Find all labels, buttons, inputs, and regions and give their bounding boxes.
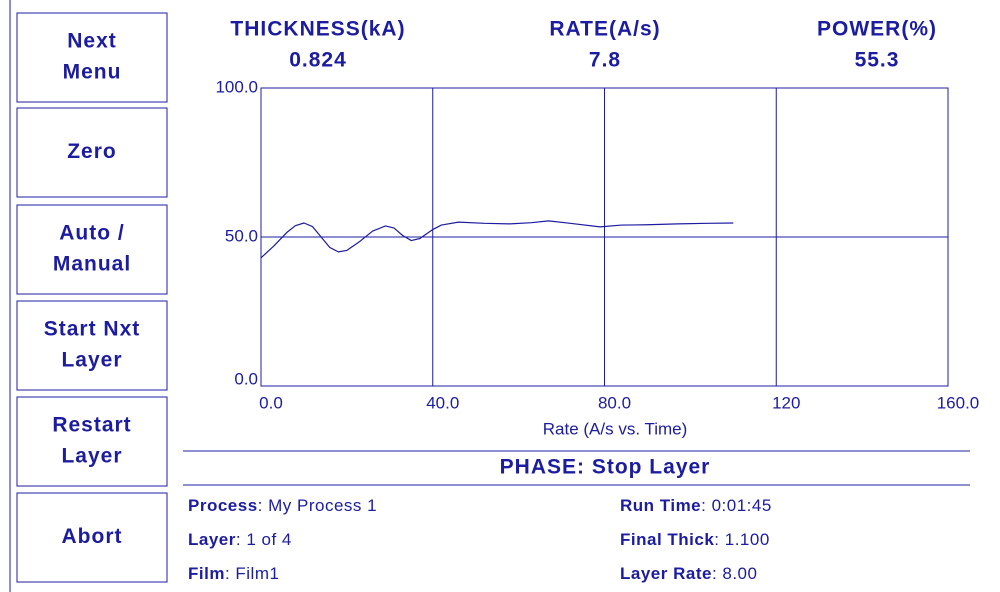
button-label: Restart [52,414,131,437]
data-line [260,220,734,259]
button-label: Layer [61,349,122,372]
info-value: : 1.100 [714,530,770,549]
button-label: Zero [67,140,117,163]
button-frame [16,107,168,198]
info-label: Layer Rate [620,564,712,583]
readout-label: POWER(%) [817,18,937,41]
button[interactable]: Auto / Manual [16,204,168,295]
info-item: Layer: 1 of 4 [188,530,292,549]
info-label: Final Thick [620,530,714,549]
x-axis-label: Rate (A/s vs. Time) [543,419,688,438]
button[interactable]: Abort [16,492,168,583]
info-value: : Film1 [225,564,280,583]
button-label: Menu [63,61,122,84]
button-frame [16,300,168,391]
info-item: Process: My Process 1 [188,496,377,515]
info-value: : My Process 1 [258,496,377,515]
info-item: Film: Film1 [188,564,279,583]
button-label: Start Nxt [44,318,141,341]
x-tick-label: 120 [772,393,800,412]
button-label: Manual [53,253,131,276]
button[interactable]: Zero [16,107,168,198]
button-label: Auto / [59,222,124,245]
x-tick-label: 80.0 [598,393,631,412]
readout-value: 55.3 [855,49,900,72]
y-tick-label: 50.0 [225,226,258,245]
x-tick-label: 160.0 [937,393,980,412]
info-value: : 0:01:45 [701,496,772,515]
info-label: Process [188,496,258,515]
button-label: Next [67,30,117,53]
button-frame [16,12,168,103]
info-item: Layer Rate: 8.00 [620,564,757,583]
readout-label: THICKNESS(kA) [230,18,405,41]
button-frame [16,396,168,487]
button-frame [16,492,168,583]
info-label: Run Time [620,496,701,515]
y-tick-label: 100.0 [215,77,258,96]
phase: PHASE: Stop Layer [500,456,711,479]
button-label: Layer [61,445,122,468]
info-item: Final Thick: 1.100 [620,530,770,549]
button-frame [16,204,168,295]
x-tick-label: 0.0 [259,393,283,412]
info-value: : 8.00 [712,564,758,583]
y-tick-label: 0.0 [234,369,258,388]
button[interactable]: Start Nxt Layer [16,300,168,391]
button[interactable]: Next Menu [16,12,168,103]
readout-value: 0.824 [289,49,347,72]
x-tick-label: 40.0 [426,393,459,412]
readout-label: RATE(A/s) [549,18,660,41]
info-label: Film [188,564,225,583]
info-label: Layer [188,530,236,549]
info-value: : 1 of 4 [236,530,292,549]
button[interactable]: Restart Layer [16,396,168,487]
button-label: Abort [62,525,123,548]
info-item: Run Time: 0:01:45 [620,496,772,515]
readout-value: 7.8 [589,49,621,72]
